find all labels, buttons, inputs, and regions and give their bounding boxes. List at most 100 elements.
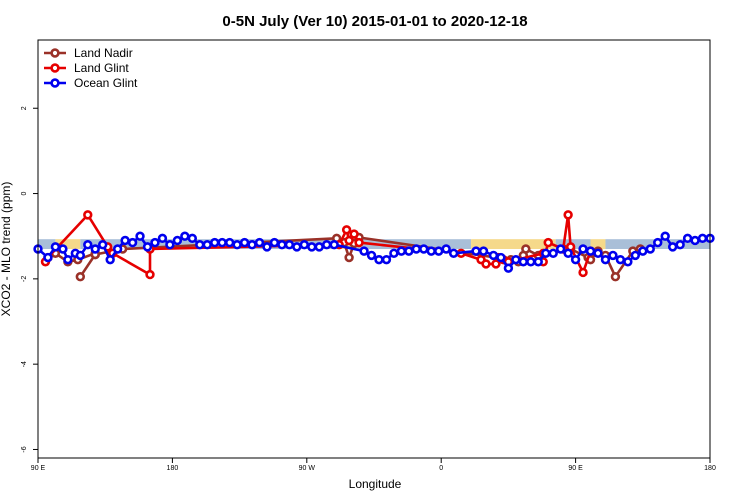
legend-marker-ocean-glint: [50, 78, 60, 88]
x-tick-label-5: 180: [704, 465, 716, 472]
point-ocean-glint-55: [478, 246, 489, 256]
point-land-nadir-23: [610, 272, 621, 282]
x-tick-label-0: 90 E: [31, 465, 46, 472]
x-axis-label: Longitude: [349, 477, 402, 491]
point-ocean-glint-16: [150, 237, 160, 248]
x-tick-label-3: 0: [439, 465, 443, 472]
point-ocean-glint-33: [277, 240, 287, 250]
point-land-glint-23: [563, 210, 573, 220]
point-ocean-glint-43: [374, 254, 384, 265]
point-ocean-glint-84: [697, 233, 708, 244]
point-ocean-glint-46: [396, 246, 407, 256]
point-ocean-glint-80: [667, 242, 678, 252]
point-ocean-glint-63: [541, 248, 551, 258]
point-ocean-glint-18: [165, 240, 175, 250]
point-land-glint-25: [578, 267, 588, 278]
point-ocean-glint-7: [83, 240, 93, 250]
point-ocean-glint-13: [127, 237, 138, 248]
y-tick-label-0: 2: [21, 106, 28, 110]
point-ocean-glint-4: [63, 254, 73, 265]
point-ocean-glint-57: [496, 252, 506, 263]
point-ocean-glint-10: [105, 254, 115, 265]
x-axis: 90 E 180 90 W 0 90 E 180: [31, 458, 716, 472]
point-ocean-glint-44: [381, 254, 392, 265]
point-ocean-glint-41: [359, 246, 369, 256]
point-ocean-glint-49: [419, 244, 429, 254]
band-land-7: [590, 239, 606, 249]
y-tick-label-1: 0: [21, 192, 28, 196]
point-ocean-glint-53: [448, 248, 459, 258]
y-axis: 2 0 -2 -4 -6: [21, 106, 38, 453]
x-tick-label-2: 90 W: [299, 465, 316, 472]
point-ocean-glint-69: [585, 246, 596, 256]
point-ocean-glint-23: [202, 240, 212, 250]
point-ocean-glint-64: [548, 248, 558, 258]
point-ocean-glint-70: [593, 248, 603, 258]
point-ocean-glint-62: [533, 257, 543, 267]
point-ocean-glint-76: [638, 246, 648, 256]
point-ocean-glint-40: [329, 240, 339, 250]
point-ocean-glint-11: [112, 244, 123, 254]
point-ocean-glint-82: [682, 233, 693, 244]
point-ocean-glint-37: [307, 242, 317, 252]
point-ocean-glint-31: [262, 242, 272, 252]
point-land-glint-21: [543, 237, 553, 248]
point-ocean-glint-66: [563, 248, 573, 258]
point-ocean-glint-74: [623, 257, 633, 267]
point-ocean-glint-25: [217, 237, 227, 248]
point-ocean-glint-26: [224, 237, 235, 248]
point-ocean-glint-1: [43, 252, 53, 263]
legend-marker-land-nadir: [50, 48, 60, 58]
point-ocean-glint-83: [690, 235, 700, 246]
point-ocean-glint-6: [75, 250, 86, 261]
point-ocean-glint-67: [570, 254, 581, 265]
point-ocean-glint-32: [269, 237, 280, 248]
point-land-glint-9: [344, 235, 354, 246]
point-ocean-glint-2: [50, 242, 61, 252]
band-ocean-0: [38, 239, 56, 249]
point-ocean-glint-9: [98, 240, 108, 250]
point-ocean-glint-47: [404, 246, 414, 256]
point-ocean-glint-17: [157, 233, 168, 244]
legend-item-ocean-glint: Ocean Glint: [44, 76, 138, 90]
y-tick-label-2: -2: [21, 276, 28, 282]
chart-title: 0-5N July (Ver 10) 2015-01-01 to 2020-12…: [222, 13, 527, 30]
point-ocean-glint-38: [314, 242, 324, 252]
point-land-glint-2: [83, 210, 93, 220]
point-ocean-glint-81: [675, 240, 685, 250]
point-ocean-glint-22: [195, 240, 205, 250]
legend-label-land-nadir: Land Nadir: [74, 46, 133, 60]
point-ocean-glint-78: [653, 237, 663, 248]
point-ocean-glint-36: [299, 240, 310, 250]
point-ocean-glint-39: [322, 240, 332, 250]
point-ocean-glint-60: [518, 257, 529, 267]
point-ocean-glint-24: [210, 237, 220, 248]
y-tick-label-4: -6: [21, 446, 28, 452]
legend-item-land-glint: Land Glint: [44, 61, 129, 75]
point-ocean-glint-73: [615, 254, 626, 265]
legend-item-land-nadir: Land Nadir: [44, 46, 133, 60]
point-ocean-glint-52: [441, 244, 451, 254]
y-axis-label: XCO2 - MLO trend (ppm): [0, 182, 13, 317]
point-ocean-glint-50: [426, 246, 436, 256]
point-ocean-glint-12: [120, 235, 130, 246]
point-ocean-glint-51: [434, 246, 444, 256]
point-ocean-glint-42: [366, 250, 377, 261]
y-tick-label-3: -4: [21, 361, 28, 367]
point-ocean-glint-58: [503, 263, 514, 273]
legend-label-ocean-glint: Ocean Glint: [74, 76, 138, 90]
x-tick-label-1: 180: [167, 465, 179, 472]
point-ocean-glint-27: [232, 240, 242, 250]
x-tick-label-4: 90 E: [568, 465, 583, 472]
point-land-nadir-5: [75, 272, 86, 282]
series-ocean-glint: [33, 231, 715, 273]
point-land-glint-5: [145, 269, 155, 280]
legend-marker-land-glint: [50, 63, 60, 73]
point-ocean-glint-29: [247, 240, 257, 250]
point-ocean-glint-71: [600, 254, 611, 265]
point-ocean-glint-19: [172, 235, 183, 246]
point-land-glint-11: [354, 237, 364, 248]
point-ocean-glint-77: [645, 244, 655, 254]
